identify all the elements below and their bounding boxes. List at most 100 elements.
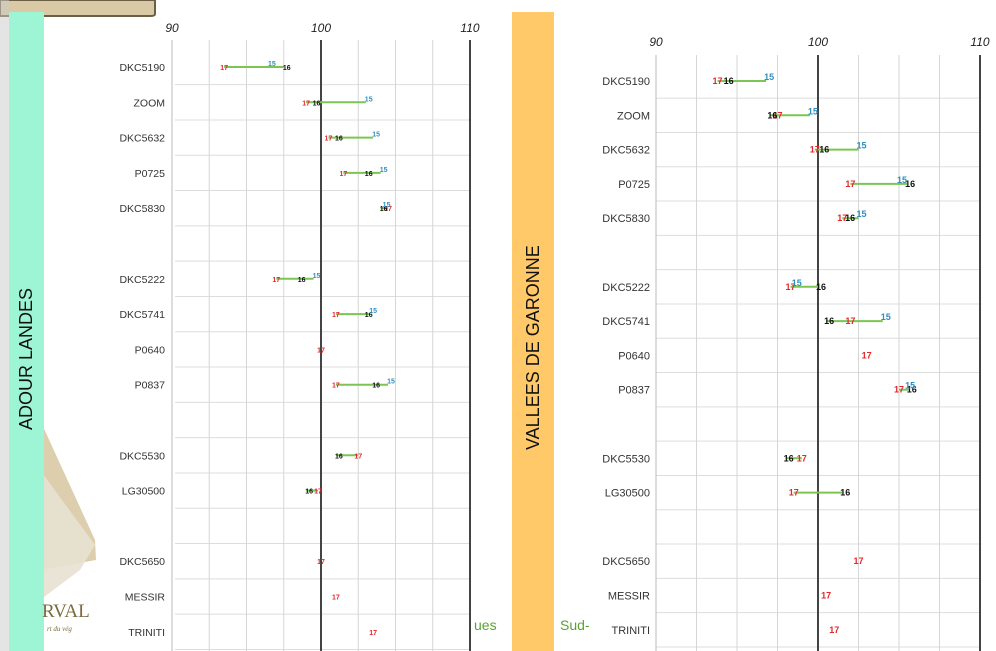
data-point-label-17: 17 — [272, 277, 280, 284]
data-point-label-17: 17 — [810, 145, 820, 155]
x-tick-label: 110 — [460, 21, 479, 35]
data-point-label-17: 17 — [384, 206, 392, 213]
data-point-label-17: 17 — [354, 453, 362, 460]
data-point-label-16: 16 — [365, 171, 373, 178]
category-label: DKC5741 — [602, 316, 650, 328]
data-point-label-15: 15 — [856, 141, 866, 151]
category-label: DKC5830 — [119, 203, 165, 215]
category-label: DKC5222 — [119, 274, 165, 286]
data-point-label-17: 17 — [845, 179, 855, 189]
category-label: DKC5632 — [602, 145, 650, 157]
category-label: LG30500 — [122, 486, 165, 498]
data-point-label-17: 17 — [332, 383, 340, 390]
data-point-label-15: 15 — [365, 96, 373, 103]
data-point-label-16: 16 — [840, 488, 850, 498]
logo-subtext: rt du vég — [47, 625, 72, 633]
data-point-label-17: 17 — [837, 213, 847, 223]
logo-text: RVAL — [42, 601, 90, 622]
data-point-label-15: 15 — [268, 61, 276, 68]
data-point-label-17: 17 — [789, 488, 799, 498]
data-point-label-15: 15 — [369, 308, 377, 315]
category-label: DKC5741 — [119, 309, 165, 321]
category-label: P0640 — [135, 344, 166, 356]
data-point-label-16: 16 — [372, 383, 380, 390]
data-point-label-17: 17 — [862, 350, 872, 360]
adour-band — [9, 12, 44, 651]
category-label: DKC5650 — [119, 556, 165, 568]
data-point-label-15: 15 — [383, 202, 391, 209]
data-point-label-17: 17 — [853, 556, 863, 566]
data-point-label-16: 16 — [824, 316, 834, 326]
data-point-label-17: 17 — [332, 595, 340, 602]
category-label: DKC5530 — [602, 453, 650, 465]
data-point-label-16: 16 — [905, 179, 915, 189]
x-tick-label: 100 — [808, 35, 828, 49]
data-point-label-16: 16 — [845, 213, 855, 223]
category-label: P0640 — [618, 350, 650, 362]
data-point-label-15: 15 — [387, 379, 395, 386]
data-point-label-17: 17 — [772, 110, 782, 120]
data-point-label-17: 17 — [369, 630, 377, 637]
footer-text-1: ues — [474, 617, 497, 633]
category-label: DKC5632 — [119, 133, 165, 145]
data-point-label-17: 17 — [339, 171, 347, 178]
data-point-label-15: 15 — [905, 381, 915, 391]
category-label: DKC5530 — [119, 450, 165, 462]
data-point-label-15: 15 — [764, 72, 774, 82]
data-point-label-16: 16 — [283, 65, 291, 72]
data-point-label-17: 17 — [713, 76, 723, 86]
region-title: VALLEES DE GARONNE — [523, 245, 543, 450]
data-point-label-16: 16 — [313, 100, 321, 107]
data-point-label-17: 17 — [845, 316, 855, 326]
region-title: ADOUR LANDES — [16, 288, 36, 430]
data-point-label-15: 15 — [856, 209, 866, 219]
data-point-label-15: 15 — [881, 312, 891, 322]
data-point-label-16: 16 — [298, 277, 306, 284]
data-point-label-17: 17 — [317, 559, 325, 566]
category-label: DKC5190 — [119, 62, 165, 74]
x-tick-label: 90 — [649, 35, 663, 49]
footer-text-2: Sud- — [560, 617, 590, 633]
data-point-label-17: 17 — [332, 312, 340, 319]
data-point-label-15: 15 — [313, 273, 321, 280]
data-point-label-17: 17 — [314, 489, 322, 496]
category-label: P0725 — [618, 179, 650, 191]
data-point-label-17: 17 — [894, 385, 904, 395]
data-point-label-16: 16 — [335, 453, 343, 460]
data-point-label-17: 17 — [821, 591, 831, 601]
data-point-label-17: 17 — [302, 100, 310, 107]
data-point-label-15: 15 — [792, 278, 802, 288]
x-tick-label: 110 — [970, 35, 989, 49]
category-label: P0837 — [135, 380, 166, 392]
data-point-label-16: 16 — [784, 453, 794, 463]
data-point-label-16: 16 — [305, 489, 313, 496]
data-point-label-15: 15 — [372, 132, 380, 139]
category-label: MESSIR — [125, 592, 166, 604]
category-label: P0837 — [618, 385, 650, 397]
x-tick-label: 100 — [311, 21, 331, 35]
category-label: ZOOM — [134, 97, 166, 109]
category-label: DKC5830 — [602, 213, 650, 225]
data-point-label-16: 16 — [767, 110, 777, 120]
data-point-label-16: 16 — [724, 76, 734, 86]
data-point-label-17: 17 — [220, 65, 228, 72]
data-point-label-15: 15 — [897, 175, 907, 185]
x-tick-label: 90 — [165, 21, 179, 35]
data-point-label-17: 17 — [797, 453, 807, 463]
category-label: TRINITI — [612, 625, 651, 637]
category-label: TRINITI — [128, 627, 165, 639]
data-point-label-16: 16 — [365, 312, 373, 319]
data-point-label-15: 15 — [808, 106, 818, 116]
data-point-label-15: 15 — [380, 167, 388, 174]
data-point-label-16: 16 — [816, 282, 826, 292]
page-curl-shape — [40, 470, 95, 600]
data-point-label-17: 17 — [317, 347, 325, 354]
category-label: DKC5650 — [602, 556, 650, 568]
data-point-label-16: 16 — [907, 385, 917, 395]
data-point-label-17: 17 — [325, 136, 333, 143]
data-point-label-16: 16 — [380, 206, 388, 213]
data-point-label-16: 16 — [819, 145, 829, 155]
